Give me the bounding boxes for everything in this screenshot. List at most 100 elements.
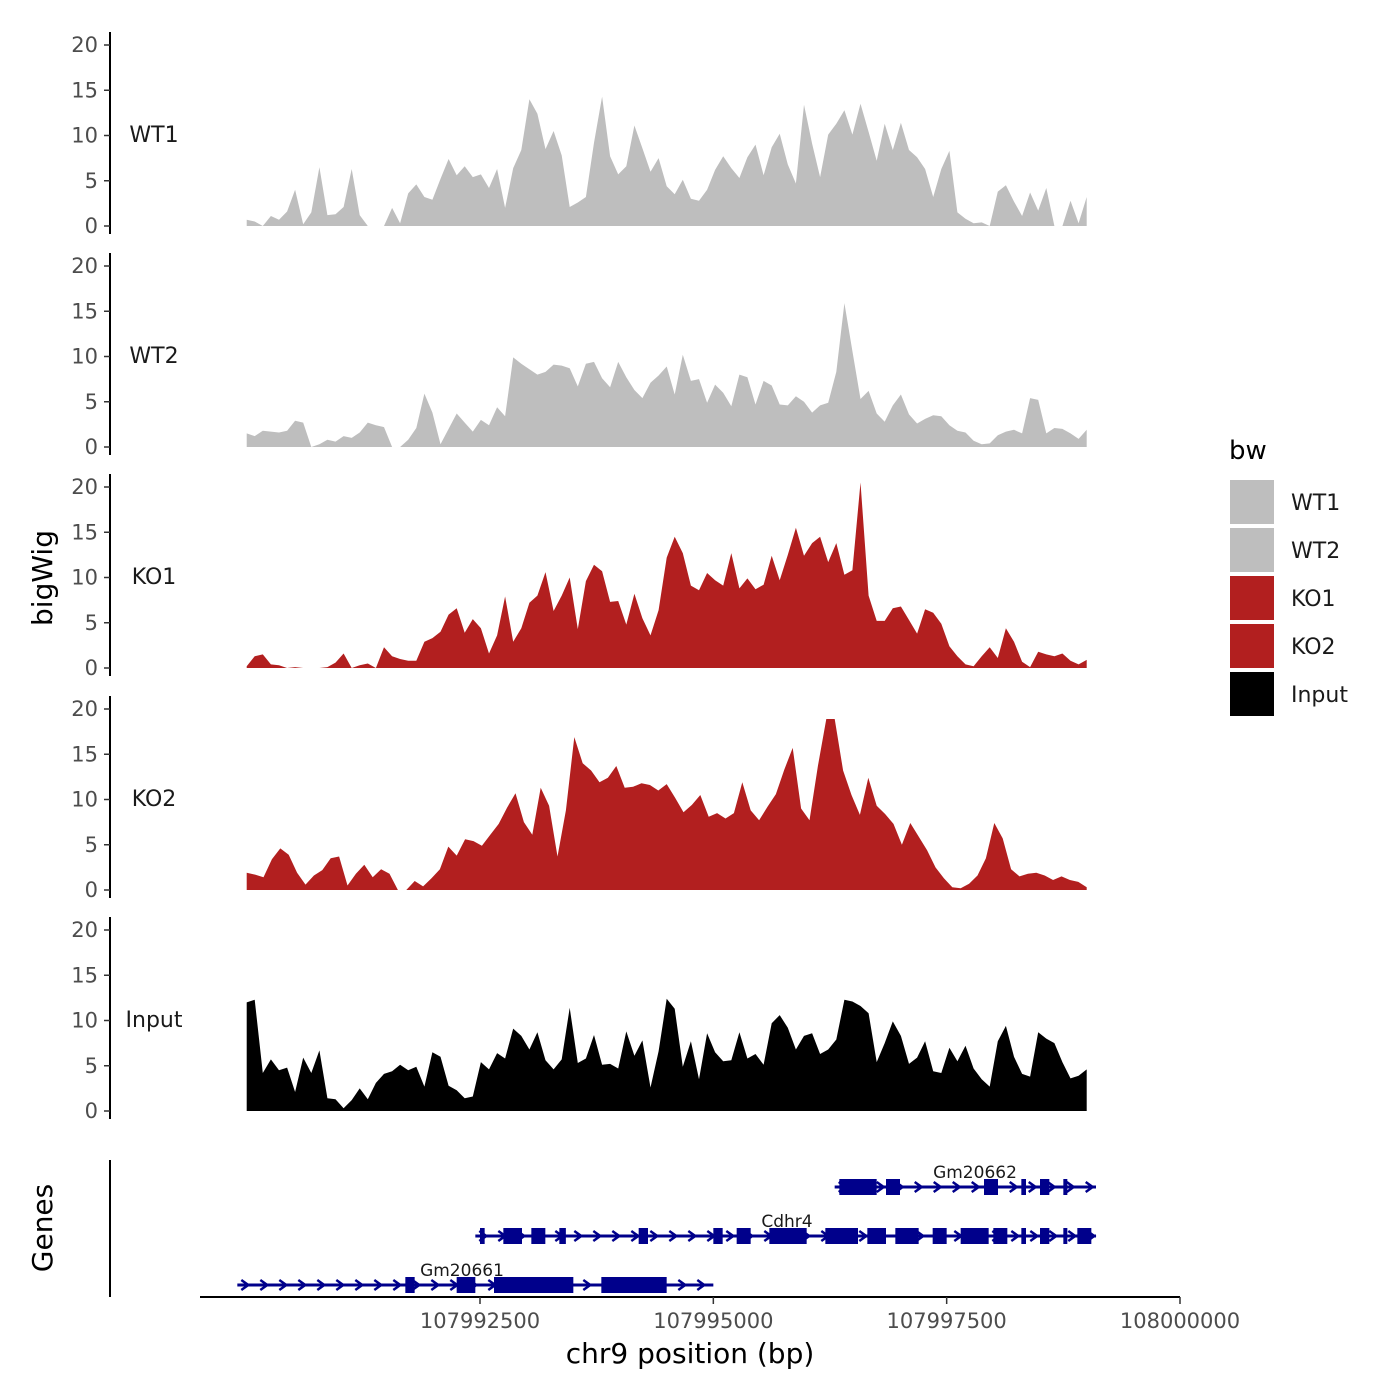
strand-arrow bbox=[1067, 1229, 1078, 1243]
exon bbox=[601, 1277, 667, 1293]
exon bbox=[1021, 1228, 1026, 1244]
y-tick-label: 5 bbox=[85, 611, 98, 635]
y-tick-label: 0 bbox=[85, 435, 98, 459]
legend-swatch bbox=[1230, 576, 1274, 620]
gene-track: Gm20662 Cdhr4 Gm20661 bbox=[109, 1160, 1097, 1297]
legend-swatch bbox=[1230, 480, 1274, 524]
legend-item-wt1: WT1 bbox=[1230, 480, 1340, 524]
strand-arrow bbox=[430, 1278, 441, 1292]
strand-arrow bbox=[259, 1278, 270, 1292]
x-tick-label: 108000000 bbox=[1120, 1309, 1240, 1333]
exon bbox=[867, 1228, 886, 1244]
gene-gm20662: Gm20662 bbox=[834, 1163, 1096, 1195]
x-tick-label: 107995000 bbox=[653, 1309, 773, 1333]
y-tick-label: 5 bbox=[85, 169, 98, 193]
strand-arrow bbox=[649, 1229, 660, 1243]
exon bbox=[559, 1228, 566, 1244]
legend-label: Input bbox=[1291, 683, 1348, 708]
track-label: WT1 bbox=[129, 123, 178, 148]
exon bbox=[960, 1228, 989, 1244]
strand-arrow bbox=[573, 1229, 584, 1243]
strand-arrow bbox=[373, 1278, 384, 1292]
gene-label: Cdhr4 bbox=[761, 1212, 812, 1232]
strand-arrow bbox=[858, 1229, 869, 1243]
strand-arrow bbox=[392, 1278, 403, 1292]
strand-arrow bbox=[951, 1180, 962, 1194]
track-panels: 0 5 10 15 20 WT1 0 5 10 15 20 WT2 0 5 10 15 20 KO1 0 5 10 15 2… bbox=[71, 32, 1087, 1123]
legend: bw WT1 WT2 KO1 KO2 Input bbox=[1229, 436, 1348, 716]
gene-label: Gm20662 bbox=[933, 1163, 1017, 1183]
y-tick-label: 10 bbox=[71, 566, 98, 590]
y-tick-label: 5 bbox=[85, 1054, 98, 1078]
y-tick-label: 0 bbox=[85, 878, 98, 902]
y-tick-label: 15 bbox=[71, 78, 98, 102]
gene-cdhr4: Cdhr4 bbox=[475, 1212, 1097, 1244]
legend-item-wt2: WT2 bbox=[1230, 528, 1340, 572]
legend-swatch bbox=[1230, 672, 1274, 716]
area-wt1 bbox=[246, 96, 1087, 226]
exon bbox=[736, 1228, 751, 1244]
y-tick-label: 0 bbox=[85, 1099, 98, 1123]
x-axis-label: chr9 position (bp) bbox=[566, 1337, 815, 1370]
exon bbox=[1040, 1228, 1050, 1244]
track-label: Input bbox=[126, 1008, 183, 1033]
exon bbox=[984, 1179, 998, 1195]
y-tick-label: 15 bbox=[71, 520, 98, 544]
strand-arrow bbox=[1065, 1180, 1076, 1194]
y-tick-label: 20 bbox=[71, 697, 98, 721]
strand-arrow bbox=[1029, 1229, 1040, 1243]
y-tick-label: 5 bbox=[85, 390, 98, 414]
strand-arrow bbox=[687, 1229, 698, 1243]
legend-item-input: Input bbox=[1230, 672, 1348, 716]
exon bbox=[713, 1228, 723, 1244]
exon bbox=[769, 1228, 807, 1244]
legend-swatch bbox=[1230, 624, 1274, 668]
y-tick-label: 20 bbox=[71, 33, 98, 57]
legend-label: WT2 bbox=[1291, 539, 1340, 564]
strand-arrow bbox=[297, 1278, 308, 1292]
strand-arrow bbox=[696, 1278, 707, 1292]
strand-arrow bbox=[725, 1229, 736, 1243]
exon bbox=[1063, 1228, 1068, 1244]
exon bbox=[456, 1277, 476, 1293]
y-axis-label: bigWig bbox=[26, 530, 59, 626]
x-tick-label: 107992500 bbox=[420, 1309, 540, 1333]
y-tick-label: 20 bbox=[71, 254, 98, 278]
strand-arrow bbox=[1084, 1180, 1095, 1194]
y-tick-label: 10 bbox=[71, 788, 98, 812]
exon bbox=[1077, 1228, 1092, 1244]
y-tick-label: 20 bbox=[71, 475, 98, 499]
exon bbox=[993, 1228, 1008, 1244]
strand-arrow bbox=[875, 1180, 886, 1194]
area-wt2 bbox=[246, 303, 1087, 447]
strand-arrow bbox=[611, 1229, 622, 1243]
legend-label: WT1 bbox=[1291, 491, 1340, 516]
legend-label: KO2 bbox=[1291, 635, 1336, 660]
exon bbox=[1040, 1179, 1050, 1195]
exon bbox=[932, 1228, 947, 1244]
strand-arrow bbox=[677, 1278, 688, 1292]
exon bbox=[638, 1228, 648, 1244]
y-tick-label: 15 bbox=[71, 963, 98, 987]
strand-arrow bbox=[1048, 1229, 1059, 1243]
legend-title: bw bbox=[1229, 436, 1267, 466]
track-input: 0 5 10 15 20 Input bbox=[71, 917, 1087, 1123]
exon bbox=[531, 1228, 546, 1244]
track-wt2: 0 5 10 15 20 WT2 bbox=[71, 253, 1087, 459]
strand-arrow bbox=[932, 1180, 943, 1194]
strand-arrow bbox=[278, 1278, 289, 1292]
track-label: WT2 bbox=[129, 344, 178, 369]
y-tick-label: 15 bbox=[71, 742, 98, 766]
y-tick-label: 5 bbox=[85, 833, 98, 857]
exon bbox=[1063, 1179, 1068, 1195]
y-tick-label: 0 bbox=[85, 656, 98, 680]
strand-arrow bbox=[1027, 1180, 1038, 1194]
exon bbox=[503, 1228, 522, 1244]
track-label: KO2 bbox=[132, 787, 177, 812]
y-tick-label: 10 bbox=[71, 1009, 98, 1033]
strand-arrow bbox=[354, 1278, 365, 1292]
strand-arrow bbox=[1010, 1229, 1021, 1243]
strand-arrow bbox=[668, 1229, 679, 1243]
exon bbox=[494, 1277, 574, 1293]
exon bbox=[895, 1228, 919, 1244]
